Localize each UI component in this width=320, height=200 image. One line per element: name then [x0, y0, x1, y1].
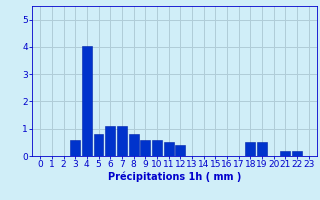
Bar	[245, 142, 255, 156]
Bar	[82, 46, 92, 156]
Bar	[164, 142, 173, 156]
Bar	[257, 142, 267, 156]
Bar	[280, 151, 290, 156]
Bar	[175, 145, 185, 156]
X-axis label: Précipitations 1h ( mm ): Précipitations 1h ( mm )	[108, 172, 241, 182]
Bar	[93, 134, 103, 156]
Bar	[117, 126, 127, 156]
Bar	[129, 134, 139, 156]
Bar	[140, 140, 150, 156]
Bar	[105, 126, 115, 156]
Bar	[292, 151, 302, 156]
Bar	[70, 140, 80, 156]
Bar	[152, 140, 162, 156]
